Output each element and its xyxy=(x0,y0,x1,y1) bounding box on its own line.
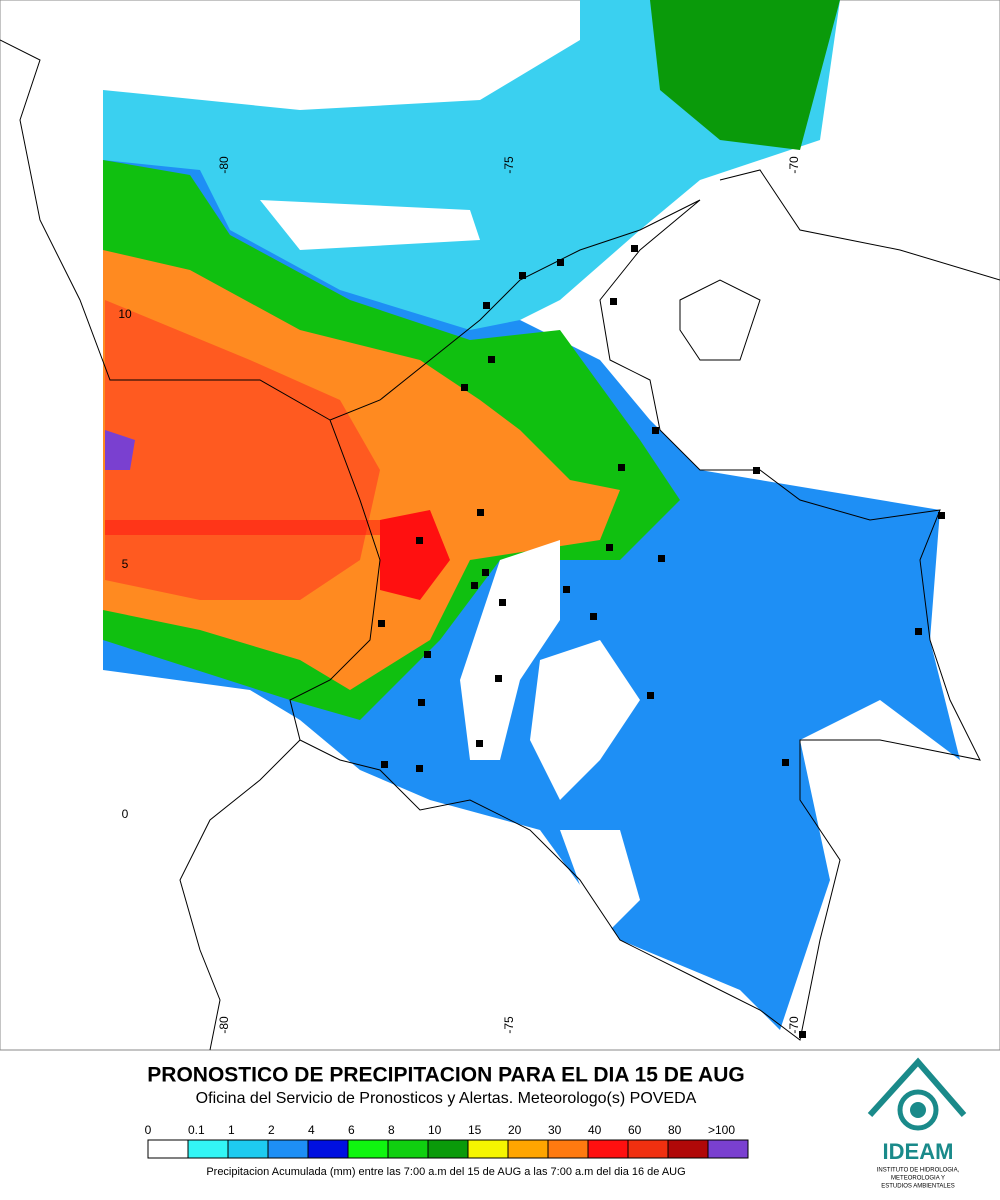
rain-area xyxy=(103,0,840,330)
logo-name: IDEAM xyxy=(883,1139,954,1164)
lon-label: -80 xyxy=(217,156,231,174)
legend-swatch xyxy=(387,1139,429,1159)
legend-swatch xyxy=(507,1139,549,1159)
legend-swatch xyxy=(147,1139,189,1159)
logo-swirl xyxy=(897,1089,939,1131)
logo-swirl xyxy=(910,1102,926,1118)
legend-label: 80 xyxy=(668,1123,682,1137)
subtitle: Oficina del Servicio de Pronosticos y Al… xyxy=(196,1090,697,1107)
logo-roof xyxy=(867,1057,967,1118)
legend-label: >100 xyxy=(708,1123,735,1137)
legend-swatch xyxy=(307,1139,349,1159)
lon-label: -80 xyxy=(217,1016,231,1034)
lat-label: 0 xyxy=(122,807,129,821)
legend-swatch xyxy=(547,1139,589,1159)
legend-label: 0 xyxy=(145,1123,152,1137)
legend-label: 6 xyxy=(348,1123,355,1137)
logo-text: INSTITUTO DE HIDROLOGIA, xyxy=(877,1168,960,1174)
coastline xyxy=(0,39,761,1051)
lon-label: -75 xyxy=(502,156,516,174)
legend-swatch xyxy=(707,1139,749,1159)
legend-label: 8 xyxy=(388,1123,395,1137)
legend-swatch xyxy=(587,1139,629,1159)
legend-swatch xyxy=(347,1139,389,1159)
map: -80 -75 -70 -80 -75 -70 10 5 0 xyxy=(0,0,1000,1051)
legend-label: 40 xyxy=(588,1123,602,1137)
rain-area xyxy=(105,520,380,535)
legend-label: 30 xyxy=(548,1123,562,1137)
logo-text: METEOROLOGIA Y xyxy=(891,1176,945,1182)
dry-area xyxy=(530,640,640,800)
dry-area xyxy=(460,540,560,760)
legend: 0 0.1 1 2 4 6 8 10 15 20 30 40 60 80 >100 xyxy=(145,1123,749,1159)
lat-label: 5 xyxy=(122,557,129,571)
lat-label: 10 xyxy=(118,307,132,321)
legend-swatch xyxy=(427,1139,469,1159)
legend-label: 2 xyxy=(268,1123,275,1137)
legend-swatch xyxy=(227,1139,269,1159)
legend-swatch xyxy=(267,1139,309,1159)
rain-area xyxy=(105,430,135,470)
legend-label: 10 xyxy=(428,1123,442,1137)
legend-swatch xyxy=(627,1139,669,1159)
coastline xyxy=(289,169,1000,1041)
dry-area xyxy=(260,200,480,250)
rain-area xyxy=(380,510,450,600)
legend-swatch xyxy=(467,1139,509,1159)
graticule-labels: -80 -75 -70 -80 -75 -70 10 5 0 xyxy=(118,156,801,1034)
logo: IDEAM INSTITUTO DE HIDROLOGIA, METEOROLO… xyxy=(867,1057,967,1190)
rain-area xyxy=(650,0,840,150)
legend-swatch xyxy=(667,1139,709,1159)
legend-label: 1 xyxy=(228,1123,235,1137)
title: PRONOSTICO DE PRECIPITACION PARA EL DIA … xyxy=(147,1064,744,1087)
stations xyxy=(378,245,945,1038)
logo-text: ESTUDIOS AMBIENTALES xyxy=(881,1184,955,1190)
legend-label: 0.1 xyxy=(188,1123,205,1137)
lon-label: -70 xyxy=(787,156,801,174)
legend-label: 20 xyxy=(508,1123,522,1137)
legend-label: 15 xyxy=(468,1123,482,1137)
legend-label: 4 xyxy=(308,1123,315,1137)
legend-swatch xyxy=(187,1139,229,1159)
lon-label: -75 xyxy=(502,1016,516,1034)
lon-label: -70 xyxy=(787,1016,801,1034)
legend-caption: Precipitacion Acumulada (mm) entre las 7… xyxy=(206,1166,685,1178)
legend-label: 60 xyxy=(628,1123,642,1137)
dry-area xyxy=(560,830,640,940)
